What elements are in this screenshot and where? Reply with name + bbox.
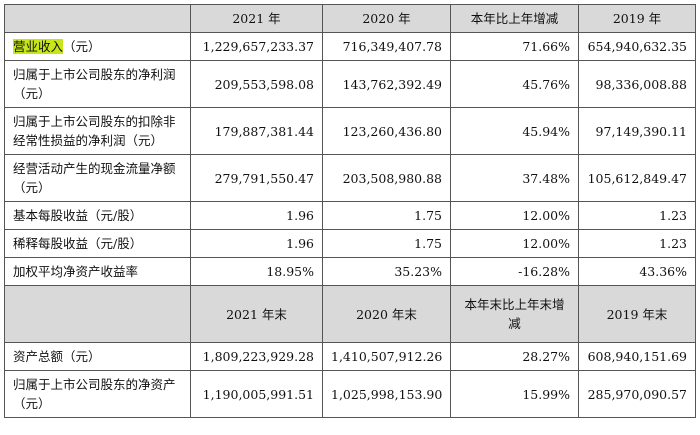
header-cell: 2019 年 <box>578 4 696 33</box>
table-row: 稀释每股收益（元/股） 1.96 1.75 12.00% 1.23 <box>4 229 696 258</box>
value-cell: 43.36% <box>578 257 696 286</box>
value-cell: 35.23% <box>322 257 451 286</box>
value-cell: 28.27% <box>450 342 579 371</box>
value-cell: 143,762,392.49 <box>322 60 451 108</box>
value-cell: 1.23 <box>578 229 696 258</box>
value-cell: 608,940,151.69 <box>578 342 696 371</box>
value-cell: 1,025,998,153.90 <box>322 370 451 418</box>
value-cell: 1.96 <box>190 201 323 230</box>
value-cell: 1.23 <box>578 201 696 230</box>
value-cell: 45.94% <box>450 107 579 155</box>
value-cell: 18.95% <box>190 257 323 286</box>
value-cell: 37.48% <box>450 154 579 202</box>
value-cell: 12.00% <box>450 201 579 230</box>
row-label: 归属于上市公司股东的净利润（元） <box>4 60 191 108</box>
value-cell: 203,508,980.88 <box>322 154 451 202</box>
value-cell: 279,791,550.47 <box>190 154 323 202</box>
row-label: 经营活动产生的现金流量净额（元） <box>4 154 191 202</box>
row-label: 稀释每股收益（元/股） <box>4 229 191 258</box>
value-cell: 12.00% <box>450 229 579 258</box>
value-cell: 1.96 <box>190 229 323 258</box>
value-cell: 1,229,657,233.37 <box>190 32 323 61</box>
table-row: 归属于上市公司股东的净资产（元） 1,190,005,991.51 1,025,… <box>4 370 696 418</box>
header-cell: 2019 年末 <box>578 285 696 343</box>
row-label: 加权平均净资产收益率 <box>4 257 191 286</box>
value-cell: 1,809,223,929.28 <box>190 342 323 371</box>
table-row: 加权平均净资产收益率 18.95% 35.23% -16.28% 43.36% <box>4 257 696 286</box>
table-row: 基本每股收益（元/股） 1.96 1.75 12.00% 1.23 <box>4 201 696 230</box>
value-cell: 123,260,436.80 <box>322 107 451 155</box>
table-row: 资产总额（元） 1,809,223,929.28 1,410,507,912.2… <box>4 342 696 371</box>
value-cell: 45.76% <box>450 60 579 108</box>
value-cell: 71.66% <box>450 32 579 61</box>
value-cell: 97,149,390.11 <box>578 107 696 155</box>
table-row: 经营活动产生的现金流量净额（元） 279,791,550.47 203,508,… <box>4 154 696 202</box>
row-label: 归属于上市公司股东的扣除非经常性损益的净利润（元） <box>4 107 191 155</box>
value-cell: 15.99% <box>450 370 579 418</box>
header-cell: 本年末比上年末增减 <box>450 285 579 343</box>
header-cell: 本年比上年增减 <box>450 4 579 33</box>
row-label: 资产总额（元） <box>4 342 191 371</box>
value-cell: 1,190,005,991.51 <box>190 370 323 418</box>
header-cell <box>4 4 191 33</box>
header-cell <box>4 285 191 343</box>
highlighted-label: 营业收入 <box>13 39 64 54</box>
value-cell: 1.75 <box>322 229 451 258</box>
row-label: 基本每股收益（元/股） <box>4 201 191 230</box>
value-cell: 716,349,407.78 <box>322 32 451 61</box>
value-cell: 98,336,008.88 <box>578 60 696 108</box>
table-row: 归属于上市公司股东的净利润（元） 209,553,598.08 143,762,… <box>4 60 696 108</box>
value-cell: 654,940,632.35 <box>578 32 696 61</box>
row-label: 营业收入（元） <box>4 32 191 61</box>
header-cell: 2021 年末 <box>190 285 323 343</box>
value-cell: 285,970,090.57 <box>578 370 696 418</box>
value-cell: 179,887,381.44 <box>190 107 323 155</box>
financial-data-table: 2021 年 2020 年 本年比上年增减 2019 年 营业收入（元） 1,2… <box>4 4 696 418</box>
table-row: 营业收入（元） 1,229,657,233.37 716,349,407.78 … <box>4 32 696 61</box>
table-row: 归属于上市公司股东的扣除非经常性损益的净利润（元） 179,887,381.44… <box>4 107 696 155</box>
value-cell: 209,553,598.08 <box>190 60 323 108</box>
row-label: 归属于上市公司股东的净资产（元） <box>4 370 191 418</box>
value-cell: -16.28% <box>450 257 579 286</box>
value-cell: 1.75 <box>322 201 451 230</box>
value-cell: 105,612,849.47 <box>578 154 696 202</box>
row-label-text: （元） <box>63 39 101 54</box>
table-subheader-row: 2021 年末 2020 年末 本年末比上年末增减 2019 年末 <box>4 285 696 343</box>
header-cell: 2020 年末 <box>322 285 451 343</box>
header-cell: 2021 年 <box>190 4 323 33</box>
header-cell: 2020 年 <box>322 4 451 33</box>
table-header-row: 2021 年 2020 年 本年比上年增减 2019 年 <box>4 4 696 33</box>
value-cell: 1,410,507,912.26 <box>322 342 451 371</box>
